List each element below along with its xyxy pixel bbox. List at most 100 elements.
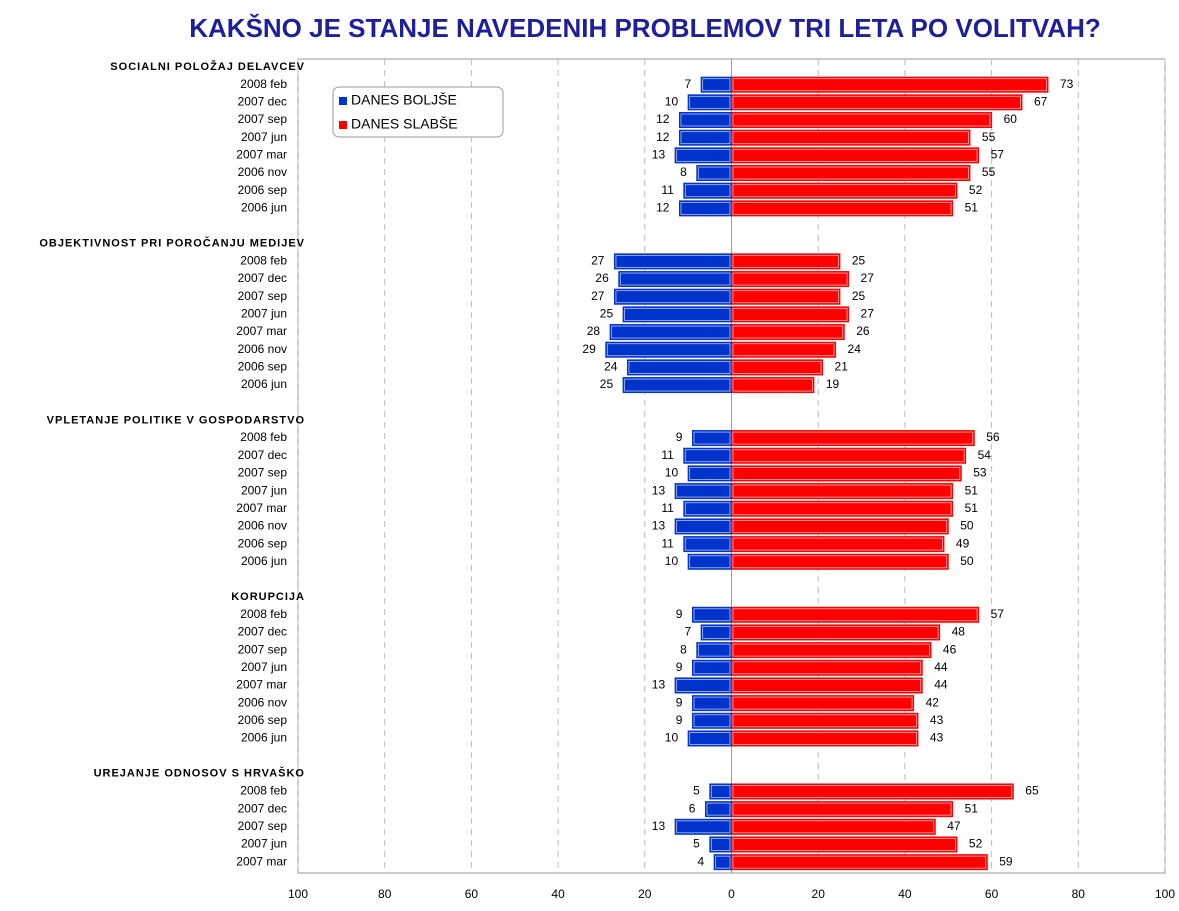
- bar-highlight: [732, 608, 978, 622]
- value-label: 11: [661, 501, 674, 515]
- bar-highlight: [732, 325, 844, 339]
- bar: [678, 112, 732, 129]
- bar: [691, 712, 732, 729]
- category-label: 2007 dec: [238, 95, 287, 109]
- value-label: 11: [661, 183, 674, 197]
- legend-label: DANES SLABŠE: [351, 116, 458, 132]
- legend-label: DANES BOLJŠE: [351, 92, 457, 108]
- value-label: 21: [835, 360, 849, 374]
- x-tick-label: 20: [638, 887, 652, 901]
- value-label: 7: [684, 77, 691, 91]
- category-label: 2006 nov: [238, 342, 287, 356]
- bar: [731, 783, 1014, 800]
- bar: [683, 447, 733, 464]
- bar: [731, 200, 954, 217]
- bar: [731, 112, 993, 129]
- value-label: 28: [587, 324, 601, 338]
- bar-highlight: [676, 148, 731, 162]
- category-label: 2006 jun: [241, 731, 287, 745]
- bar: [678, 200, 732, 217]
- category-label: 2008 feb: [240, 254, 287, 268]
- bar-highlight: [676, 820, 731, 834]
- value-label: 57: [991, 148, 1005, 162]
- value-label: 47: [947, 819, 961, 833]
- value-label: 13: [652, 148, 666, 162]
- value-label: 13: [652, 678, 666, 692]
- bar: [731, 818, 936, 835]
- bar-highlight: [611, 325, 731, 339]
- category-label: 2008 feb: [240, 784, 287, 798]
- bar: [731, 341, 837, 358]
- bar-highlight: [689, 555, 731, 569]
- value-label: 52: [969, 183, 983, 197]
- bar-highlight: [732, 184, 956, 198]
- value-label: 10: [665, 466, 679, 480]
- category-label: 2007 jun: [241, 307, 287, 321]
- bar-highlight: [676, 520, 731, 533]
- bar-highlight: [732, 343, 835, 357]
- bar: [731, 288, 841, 305]
- value-label: 42: [926, 695, 940, 709]
- bar-highlight: [732, 537, 943, 551]
- x-tick-label: 20: [812, 887, 826, 901]
- bar-highlight: [732, 360, 822, 374]
- bar-highlight: [693, 696, 731, 710]
- x-tick-label: 40: [898, 887, 912, 901]
- bar: [674, 677, 733, 694]
- category-label: 2006 jun: [241, 554, 287, 568]
- category-label: 2006 jun: [241, 201, 287, 215]
- value-label: 43: [930, 713, 944, 727]
- bar-highlight: [732, 95, 1021, 109]
- bar: [731, 677, 923, 694]
- category-label: 2006 nov: [238, 519, 287, 533]
- bar-highlight: [732, 484, 952, 498]
- bar: [674, 818, 733, 835]
- bar: [683, 536, 733, 553]
- value-label: 54: [978, 448, 992, 462]
- group-label: KORUPCIJA: [231, 591, 305, 603]
- value-label: 5: [693, 837, 700, 851]
- bar-highlight: [732, 732, 917, 745]
- bar: [609, 324, 732, 341]
- category-label: 2006 nov: [238, 165, 287, 179]
- group-label: VPLETANJE POLITIKE V GOSPODARSTVO: [47, 414, 305, 426]
- value-label: 65: [1025, 784, 1039, 798]
- value-label: 10: [665, 731, 679, 745]
- x-tick-label: 100: [1155, 887, 1175, 901]
- chart-title: KAKŠNO JE STANJE NAVEDENIH PROBLEMOV TRI…: [189, 13, 1101, 43]
- category-label: 2008 feb: [240, 607, 287, 621]
- bar: [731, 483, 954, 500]
- group-label: OBJEKTIVNOST PRI POROČANJU MEDIJEV: [39, 237, 305, 250]
- category-label: 2006 jun: [241, 377, 287, 391]
- bar-highlight: [732, 290, 839, 304]
- bar-highlight: [680, 131, 731, 145]
- bar-highlight: [732, 555, 948, 569]
- bar-highlight: [693, 608, 731, 622]
- bar-highlight: [732, 148, 978, 162]
- value-label: 26: [595, 271, 609, 285]
- bar: [731, 642, 932, 659]
- bar: [731, 730, 919, 747]
- x-tick-label: 0: [728, 887, 735, 901]
- bar-highlight: [606, 343, 731, 357]
- category-label: 2007 dec: [238, 448, 287, 462]
- bar-highlight: [619, 272, 731, 286]
- bar: [709, 836, 733, 853]
- value-label: 12: [656, 112, 670, 126]
- bar-highlight: [732, 502, 952, 516]
- bar: [731, 659, 923, 676]
- bar: [691, 659, 732, 676]
- bar: [731, 359, 824, 376]
- bar-highlight: [676, 484, 731, 498]
- bar: [713, 854, 732, 871]
- bar-highlight: [684, 537, 731, 551]
- category-label: 2007 jun: [241, 130, 287, 144]
- bar-highlight: [732, 820, 935, 834]
- bar: [731, 377, 815, 394]
- bar-highlight: [693, 661, 731, 675]
- bar: [731, 500, 954, 517]
- value-label: 5: [693, 784, 700, 798]
- bar-highlight: [732, 467, 961, 480]
- value-label: 25: [600, 307, 614, 321]
- bar: [704, 801, 732, 818]
